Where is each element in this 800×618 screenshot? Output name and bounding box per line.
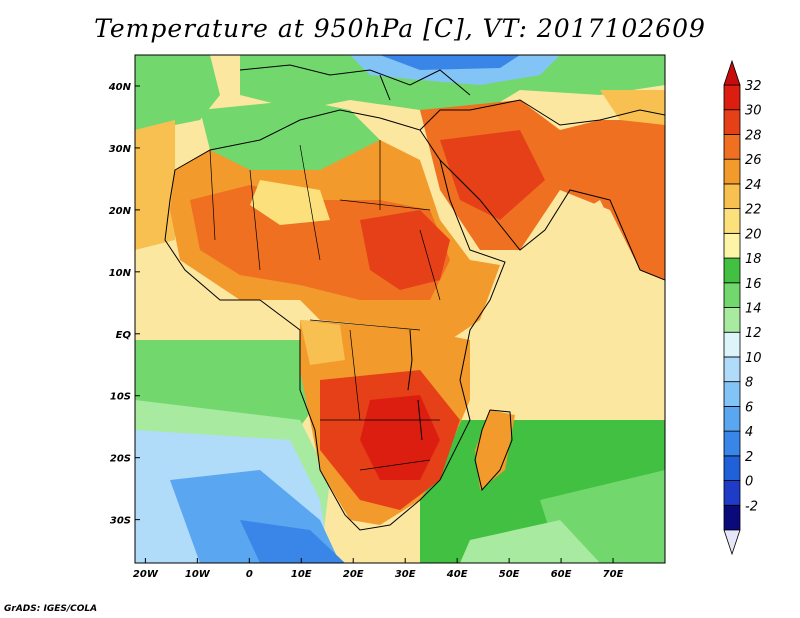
chart-title: Temperature at 950hPa [C], VT: 201710260… [94,14,706,43]
colorbar-swatch [723,381,741,407]
colorbar-swatch [723,208,741,234]
colorbar-swatch [723,430,741,457]
colorbar-label: 22 [745,203,762,218]
africa-coastline [164,109,506,531]
colorbar-swatch [723,504,741,531]
x-tick-label: 10E [291,569,312,580]
colorbar-label: 26 [745,153,762,168]
y-tick-label: 10S [110,392,131,403]
madagascar-coastline [474,409,513,492]
x-tick-label: 60E [551,569,572,580]
colorbar-swatch [723,84,741,111]
y-tick-label: 30N [109,144,132,155]
y-tick-label: 40N [108,82,132,93]
colorbar-label: 20 [745,227,762,242]
colorbar-label: 24 [745,178,762,193]
mediterranean-green [240,55,665,120]
colorbar-swatch [723,183,741,210]
colorbar-label: 10 [745,351,762,366]
colorbar-label: 28 [745,128,762,143]
colorbar-label: 6 [745,400,753,415]
sahara-central-yellow [250,180,330,225]
colorbar-swatch [723,232,741,259]
x-tick-label: 10W [185,569,211,580]
map-area [135,55,665,563]
arabia-hotspot [440,130,545,220]
x-axis-ticks: 20W 10W 0 10E 20E 30E 40E 50E 60E 70E [133,558,624,580]
sudan-hotspot [360,210,450,290]
colorbar-swatch [723,282,741,308]
colorbar-swatch [723,109,741,135]
y-tick-label: 10N [109,268,132,279]
country-borders [209,140,441,471]
europe-coastline [239,64,471,101]
x-tick-label: 20E [343,569,364,580]
south-atlantic-coldest [240,520,345,563]
west-africa-coastal-band [135,120,175,250]
colorbar-label: 8 [745,376,753,391]
colorbar-label: 30 [745,104,762,119]
colorbar-label: 2 [745,450,753,465]
colorbar-label: 4 [745,425,753,440]
europe-cold [380,55,520,70]
great-lakes-outline [407,329,423,441]
colorbar-label: 12 [745,326,762,341]
y-tick-label: 30S [110,516,131,527]
colorbar-swatch [723,307,741,333]
map-frame [134,54,666,564]
central-asia-warm [600,90,665,125]
colorbar-swatch [723,257,741,284]
colorbar-upper-arrow [723,59,741,86]
madagascar-warm [475,410,515,490]
asia-coastline [419,99,665,281]
colorbar-label: -2 [745,499,758,514]
colorbar-swatch [723,356,741,383]
x-tick-label: 30E [395,569,416,580]
x-tick-label: 50E [499,569,520,580]
x-tick-label: 70E [603,569,624,580]
colorbar-swatch [723,405,741,432]
y-axis-ticks: 40N 30N 20N 10N EQ 10S 20S 30S [108,82,140,527]
x-tick-label: 40E [446,569,468,580]
colorbar-lower-arrow [723,529,741,556]
colorbar-swatch [723,455,741,481]
y-tick-label: 20N [109,206,132,217]
y-tick-label: EQ [116,330,132,341]
arabian-sea-yellow [520,200,640,330]
sahara-north-green [200,100,380,170]
indian-ocean-southmost [460,520,600,563]
x-tick-label: 20W [133,569,159,580]
colorbar-label: 32 [745,79,762,94]
colorbar-label: 0 [745,475,753,490]
colorbar-label: 18 [745,252,762,267]
colorbar-swatch [723,480,741,506]
colorbar-label: 14 [745,302,762,317]
colorbar-label: 16 [745,277,762,292]
colorbar-swatch [723,158,741,185]
x-tick-label: 0 [246,569,253,580]
footer-credit: GrADS: IGES/COLA [4,604,98,614]
colorbar-swatch [723,331,741,358]
colorbar-swatch [723,134,741,160]
congo-basin-warm [300,320,345,365]
y-tick-label: 20S [110,454,131,465]
